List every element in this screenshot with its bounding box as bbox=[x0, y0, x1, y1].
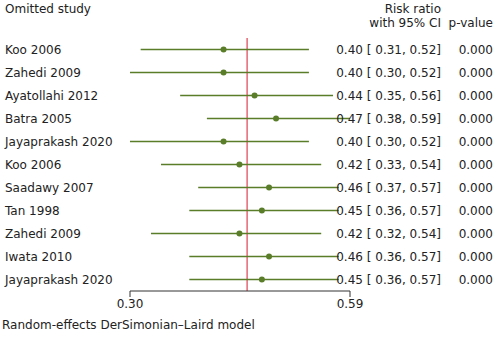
svg-text:0.45 [ 0.36, 0.57]: 0.45 [ 0.36, 0.57] bbox=[336, 204, 441, 218]
svg-text:0.000: 0.000 bbox=[459, 66, 492, 80]
svg-text:0.44 [ 0.35, 0.56]: 0.44 [ 0.35, 0.56] bbox=[336, 89, 441, 103]
svg-text:0.42 [ 0.32, 0.54]: 0.42 [ 0.32, 0.54] bbox=[336, 227, 441, 241]
svg-text:Zahedi 2009: Zahedi 2009 bbox=[8, 227, 81, 241]
svg-text:0.000: 0.000 bbox=[459, 204, 492, 218]
svg-text:Koo 2006: Koo 2006 bbox=[8, 158, 61, 172]
svg-text:0.59: 0.59 bbox=[337, 297, 364, 311]
svg-text:0.000: 0.000 bbox=[459, 112, 492, 126]
html-text:with 95% CI: with 95% CI bbox=[369, 16, 441, 30]
html-text:Risk ratio: Risk ratio bbox=[384, 2, 441, 16]
svg-text:Ayatollahi 2012: Ayatollahi 2012 bbox=[8, 89, 98, 103]
svg-text:0.47 [ 0.38, 0.59]: 0.47 [ 0.38, 0.59] bbox=[336, 112, 441, 126]
html-text:p-value: p-value bbox=[448, 16, 493, 30]
html-text:Omitted study: Omitted study bbox=[5, 2, 91, 16]
svg-text:Saadawy 2007: Saadawy 2007 bbox=[8, 181, 94, 195]
svg-text:Koo 2006: Koo 2006 bbox=[8, 43, 61, 57]
svg-text:Tan 1998: Tan 1998 bbox=[8, 204, 60, 218]
svg-text:Iwata 2010: Iwata 2010 bbox=[8, 250, 72, 264]
svg-text:0.000: 0.000 bbox=[459, 227, 492, 241]
html-text:Random-effects DerSimonian–Lai: Random-effects DerSimonian–Laird model bbox=[2, 318, 255, 332]
svg-text:0.000: 0.000 bbox=[459, 89, 492, 103]
svg-text:0.000: 0.000 bbox=[459, 158, 492, 172]
svg-text:Zahedi 2009: Zahedi 2009 bbox=[8, 66, 81, 80]
svg-text:0.46 [ 0.36, 0.57]: 0.46 [ 0.36, 0.57] bbox=[336, 250, 441, 264]
svg-text:0.000: 0.000 bbox=[459, 181, 492, 195]
svg-text:0.42 [ 0.33, 0.54]: 0.42 [ 0.33, 0.54] bbox=[336, 158, 441, 172]
svg-text:Batra 2005: Batra 2005 bbox=[8, 112, 72, 126]
svg-text:0.000: 0.000 bbox=[459, 135, 492, 149]
svg-text:0.40 [ 0.30, 0.52]: 0.40 [ 0.30, 0.52] bbox=[336, 66, 441, 80]
svg-text:0.45 [ 0.36, 0.57]: 0.45 [ 0.36, 0.57] bbox=[336, 273, 441, 287]
svg-text:0.46 [ 0.37, 0.57]: 0.46 [ 0.37, 0.57] bbox=[336, 181, 441, 195]
svg-text:0.40 [ 0.30, 0.52]: 0.40 [ 0.30, 0.52] bbox=[336, 135, 441, 149]
svg-text:0.40 [ 0.31, 0.52]: 0.40 [ 0.31, 0.52] bbox=[336, 43, 441, 57]
svg-text:0.000: 0.000 bbox=[459, 273, 492, 287]
svg-text:0.30: 0.30 bbox=[117, 297, 144, 311]
svg-text:0.000: 0.000 bbox=[459, 43, 492, 57]
svg-text:0.000: 0.000 bbox=[459, 250, 492, 264]
svg-text:Jayaprakash 2020: Jayaprakash 2020 bbox=[8, 135, 113, 149]
svg-text:Jayaprakash 2020: Jayaprakash 2020 bbox=[8, 273, 113, 287]
